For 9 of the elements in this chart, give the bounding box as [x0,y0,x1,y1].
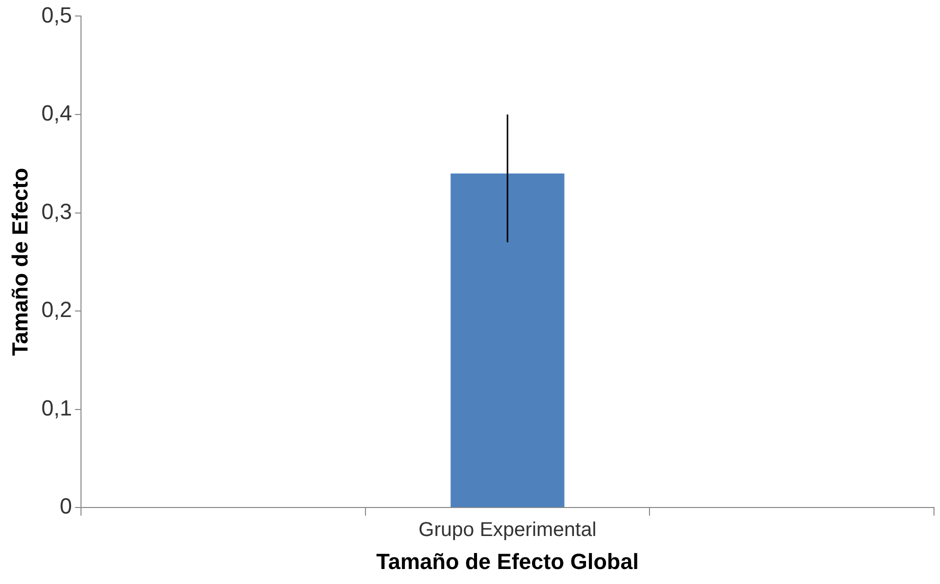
y-axis-title: Tamaño de Efecto [7,168,32,356]
y-tick-label: 0 [60,494,72,519]
y-tick-label: 0,2 [41,297,72,322]
y-tick-label: 0,1 [41,395,72,420]
x-tick-label: Grupo Experimental [418,519,596,542]
y-tick-label: 0,3 [41,198,72,224]
x-axis-title: Tamaño de Efecto Global [376,548,639,574]
y-tick-label: 0,4 [41,100,72,126]
y-tick-label: 0,5 [41,2,72,28]
